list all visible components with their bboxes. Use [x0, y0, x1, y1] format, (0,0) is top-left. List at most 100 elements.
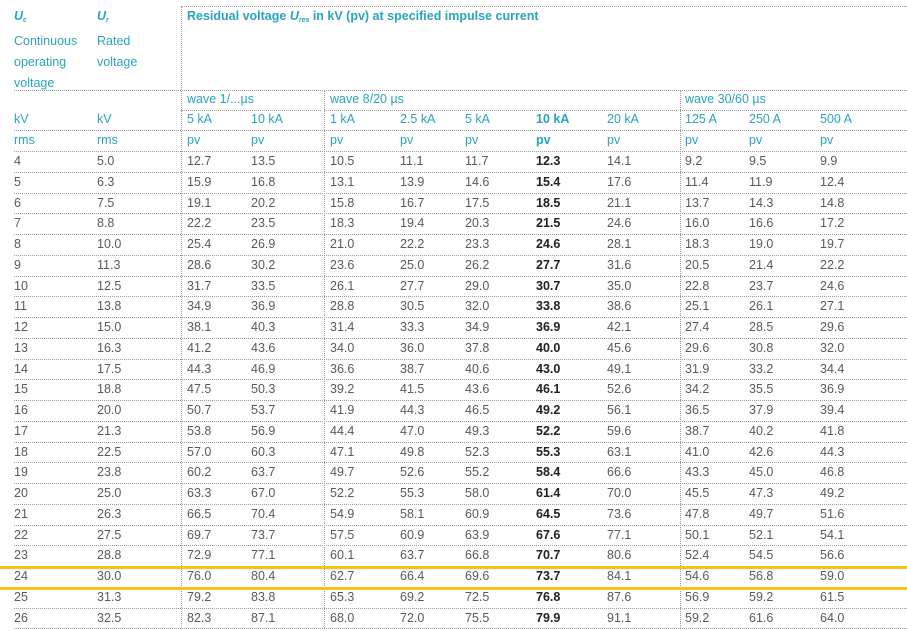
column-header-current-1: kV [97, 112, 112, 126]
table-cell: 41.2 [187, 340, 212, 355]
table-cell: 15.9 [187, 174, 212, 189]
table-cell: 38.7 [400, 361, 425, 376]
table-cell: 23.8 [97, 465, 122, 480]
table-cell: 70.7 [536, 548, 561, 563]
table-cell: 21.0 [330, 237, 355, 251]
uc-label-line2: operating [14, 55, 67, 69]
table-cell: 22.2 [187, 216, 212, 231]
table-cell: 23.7 [749, 278, 774, 293]
column-header-unit-6: pv [465, 133, 479, 147]
table-cell: 25.1 [685, 299, 710, 314]
table-cell: 29.6 [685, 340, 710, 355]
table-cell: 53.7 [251, 403, 276, 417]
row-divider [14, 400, 907, 401]
table-cell: 47.3 [749, 486, 774, 500]
table-cell: 59.6 [607, 423, 632, 438]
group-wave-8-20: wave 8/20 µs [330, 92, 404, 106]
table-cell: 52.4 [685, 548, 710, 563]
table-cell: 11.7 [465, 154, 489, 168]
table-cell: 26.3 [97, 506, 122, 521]
table-cell: 4 [14, 154, 21, 168]
table-cell: 76.0 [187, 569, 212, 583]
row-divider [14, 296, 907, 297]
rule-group-underline-2 [324, 110, 677, 111]
table-cell: 33.3 [400, 320, 425, 334]
table-cell: 52.2 [330, 486, 355, 500]
table-cell: 67.6 [536, 527, 561, 542]
table-cell: 9.2 [685, 154, 703, 168]
table-cell: 56.6 [820, 548, 845, 563]
residual-voltage-title: Residual voltage Ures in kV (pv) at spec… [187, 6, 539, 31]
table-cell: 45.5 [685, 486, 710, 500]
rule-group-underline-3 [680, 110, 907, 111]
table-cell: 66.8 [465, 548, 490, 563]
table-cell: 47.5 [187, 382, 212, 397]
table-cell: 9.5 [749, 154, 767, 168]
row-divider [14, 172, 907, 173]
table-cell: 65.3 [330, 589, 355, 604]
table-cell: 84.1 [607, 569, 632, 583]
table-cell: 13.5 [251, 154, 276, 168]
table-cell: 56.1 [607, 403, 632, 417]
column-header-current-2: 5 kA [187, 112, 213, 126]
table-cell: 28.5 [749, 320, 774, 334]
table-cell: 14 [14, 361, 28, 376]
table-cell: 46.1 [536, 382, 561, 397]
table-cell: 41.0 [685, 444, 710, 459]
table-cell: 63.3 [187, 486, 212, 500]
table-cell: 12.5 [97, 278, 122, 293]
column-header-current-6: 5 kA [465, 112, 491, 126]
table-cell: 22.2 [400, 237, 425, 251]
column-header-unit-2: pv [187, 133, 201, 147]
table-cell: 20.3 [465, 216, 490, 231]
table-cell: 32.0 [465, 299, 490, 314]
table-cell: 61.4 [536, 486, 561, 500]
table-cell: 24.6 [820, 278, 845, 293]
table-cell: 34.0 [330, 340, 355, 355]
table-cell: 54.9 [330, 506, 355, 521]
table-cell: 39.4 [820, 403, 845, 417]
table-cell: 16.6 [749, 216, 774, 231]
table-cell: 33.8 [536, 299, 561, 314]
table-cell: 83.8 [251, 589, 276, 604]
table-cell: 11.1 [400, 154, 424, 168]
row-divider [14, 317, 907, 318]
table-cell: 77.1 [251, 548, 276, 563]
table-cell: 19.1 [187, 195, 212, 210]
table-cell: 14.8 [820, 195, 845, 210]
uc-header: Uc Continuous operating voltage [14, 6, 77, 94]
table-cell: 9.9 [820, 154, 838, 168]
table-cell: 27.7 [400, 278, 425, 293]
table-cell: 49.2 [536, 403, 561, 417]
table-cell: 76.8 [536, 589, 561, 604]
table-cell: 44.4 [330, 423, 355, 438]
table-cell: 63.1 [607, 444, 632, 459]
table-cell: 70.0 [607, 486, 632, 500]
table-cell: 52.3 [465, 444, 490, 459]
column-header-unit-10: pv [749, 133, 763, 147]
table-cell: 27.4 [685, 320, 710, 334]
table-cell: 10 [14, 278, 28, 293]
table-cell: 16 [14, 403, 28, 417]
table-cell: 11.9 [749, 174, 773, 189]
table-cell: 12.4 [820, 174, 845, 189]
table-cell: 10.5 [330, 154, 355, 168]
table-cell: 25.0 [97, 486, 122, 500]
table-cell: 12 [14, 320, 28, 334]
uc-subscript: c [23, 17, 27, 24]
row-divider [14, 193, 907, 194]
table-cell: 64.0 [820, 610, 845, 625]
table-cell: 18.5 [536, 195, 561, 210]
table-cell: 23.6 [330, 257, 355, 272]
table-cell: 40.6 [465, 361, 490, 376]
table-cell: 20.5 [685, 257, 710, 272]
table-cell: 24 [14, 569, 28, 583]
table-cell: 36.0 [400, 340, 425, 355]
table-cell: 52.1 [749, 527, 774, 542]
table-cell: 32.0 [820, 340, 845, 355]
table-cell: 21 [14, 506, 28, 521]
table-cell: 7 [14, 216, 21, 231]
table-cell: 21.5 [536, 216, 561, 231]
table-cell: 33.5 [251, 278, 276, 293]
table-cell: 28.6 [187, 257, 212, 272]
